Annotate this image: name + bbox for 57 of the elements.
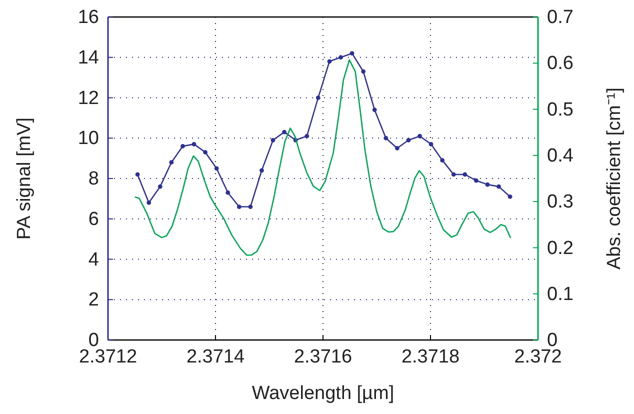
point — [236, 204, 242, 209]
y-axis-title: PA signal [mV] — [14, 117, 35, 240]
y2-tick-label: 0.3 — [547, 192, 574, 213]
point — [327, 59, 332, 64]
point — [192, 142, 196, 146]
y-tick-label: 2 — [88, 290, 99, 311]
point — [214, 166, 219, 171]
point — [226, 190, 230, 195]
y-tick-label: 16 — [78, 7, 99, 28]
point — [462, 172, 468, 177]
point — [203, 150, 208, 154]
x-tick-label: 2.3718 — [401, 346, 460, 368]
point — [440, 158, 445, 163]
y-tick-label: 14 — [78, 47, 100, 68]
point — [180, 144, 185, 148]
y2-tick-label: 0.7 — [547, 7, 574, 28]
point — [485, 182, 490, 187]
point — [169, 160, 174, 165]
line-series — [134, 59, 512, 256]
point — [384, 136, 388, 140]
point — [248, 204, 253, 209]
point — [474, 178, 478, 183]
y-tick-label: 12 — [78, 88, 99, 109]
point — [135, 172, 140, 177]
y-tick-label: 6 — [88, 208, 99, 230]
x-tick-label: 2.3714 — [186, 346, 245, 368]
point — [350, 51, 354, 56]
point — [316, 96, 320, 100]
point — [260, 168, 264, 173]
y-tick-label: 8 — [88, 168, 99, 190]
y2-axis-title: Abs. coefficient [cm⁻¹] — [604, 88, 625, 270]
y-tick-label: 4 — [88, 249, 100, 270]
point — [451, 172, 456, 177]
point — [496, 184, 501, 189]
x-tick-label: 2.3712 — [78, 346, 138, 368]
x-tick-label: 2.372 — [514, 346, 562, 368]
point — [418, 134, 422, 138]
x-axis-title: Wavelength [µm] — [252, 383, 394, 404]
y2-tick-label: 0.6 — [547, 53, 574, 74]
point — [158, 184, 162, 189]
point — [338, 55, 343, 60]
point — [270, 138, 276, 142]
point — [282, 130, 286, 134]
point — [304, 134, 310, 138]
y-tick-label: 10 — [78, 128, 99, 150]
y2-tick-label: 0.2 — [547, 238, 574, 259]
point — [508, 194, 512, 199]
point — [394, 146, 400, 150]
point — [361, 69, 366, 74]
x-tick-label: 2.3716 — [294, 346, 352, 368]
y2-tick-label: 0.1 — [547, 284, 574, 305]
point — [146, 200, 152, 205]
point — [372, 108, 377, 112]
point — [428, 142, 434, 146]
point — [406, 138, 411, 142]
y2-tick-label: 0.5 — [547, 99, 574, 120]
y2-tick-label: 0.4 — [547, 146, 574, 167]
